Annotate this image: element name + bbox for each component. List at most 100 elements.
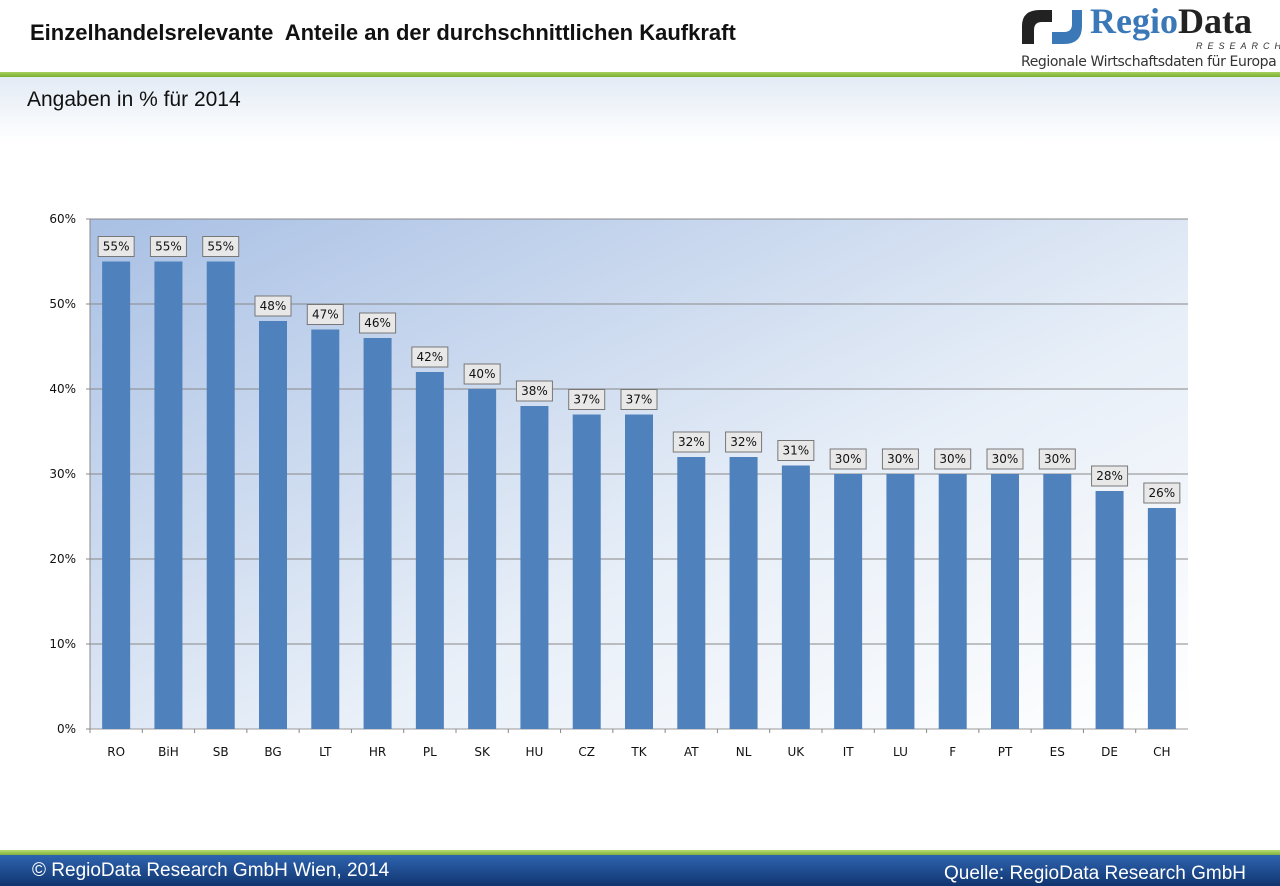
data-label-box — [515, 380, 553, 402]
bar-F — [938, 474, 967, 729]
data-label: 37% — [626, 393, 653, 407]
data-label: 30% — [939, 452, 966, 466]
bar-TK — [625, 414, 653, 729]
x-tick-label: SB — [213, 745, 229, 759]
y-tick-label: 30% — [49, 467, 76, 481]
x-tick-label: HU — [526, 745, 544, 759]
data-label: 55% — [155, 240, 182, 254]
bar-LU — [886, 474, 915, 729]
subtitle-band — [0, 77, 1280, 142]
data-label: 28% — [1096, 469, 1123, 483]
bar-IT — [834, 474, 863, 729]
logo-mark-icon — [1022, 10, 1082, 44]
data-label-box — [359, 312, 397, 334]
bar-NL — [729, 457, 758, 729]
data-label-box — [881, 448, 919, 470]
data-label: 46% — [364, 316, 391, 330]
data-label-box — [306, 304, 344, 325]
data-label-box — [672, 431, 710, 453]
header-divider — [0, 72, 1280, 77]
data-label-box — [149, 236, 187, 257]
data-label: 47% — [312, 308, 339, 322]
logo-wordmark: RegioData — [1090, 2, 1252, 40]
bar-LT — [311, 329, 340, 729]
data-label: 32% — [678, 435, 705, 449]
data-label-box — [97, 236, 135, 257]
bar-ES — [1043, 474, 1072, 729]
footer-divider — [0, 850, 1280, 855]
data-label-box — [463, 363, 501, 385]
bar-HR — [363, 338, 392, 729]
x-tick-label: AT — [684, 745, 699, 759]
y-tick-label: 60% — [49, 212, 76, 226]
data-label: 30% — [835, 452, 862, 466]
data-label: 30% — [1044, 452, 1071, 466]
bar-PL — [415, 372, 444, 729]
data-label: 42% — [417, 350, 444, 364]
bar-BG — [259, 321, 287, 729]
source: Quelle: RegioData Research GmbH — [943, 863, 1246, 884]
bar-CZ — [572, 414, 601, 729]
data-label: 31% — [783, 444, 810, 458]
data-label-box — [725, 431, 763, 453]
y-tick-label: 10% — [49, 637, 76, 651]
page-title: Einzelhandelsrelevante Anteile an der du… — [30, 20, 736, 45]
data-label-box — [777, 440, 815, 461]
x-tick-label: CH — [1153, 745, 1170, 759]
copyright: © RegioData Research GmbH Wien, 2014 — [32, 860, 390, 881]
data-label: 55% — [207, 240, 234, 254]
bar-SB — [206, 261, 235, 729]
x-tick-label: BG — [264, 745, 281, 759]
data-label-box — [1143, 482, 1181, 504]
y-tick-label: 50% — [49, 297, 76, 311]
x-tick-label: CZ — [578, 745, 595, 759]
data-label-box — [411, 346, 449, 368]
y-tick-label: 40% — [49, 382, 76, 396]
x-tick-label: PT — [998, 745, 1013, 759]
y-tick-label: 20% — [49, 552, 76, 566]
x-tick-label: DE — [1101, 745, 1118, 759]
footer: © RegioData Research GmbH Wien, 2014 Que… — [0, 855, 1280, 886]
logo-word-b: Data — [1177, 1, 1252, 41]
x-tick-label: PL — [423, 745, 437, 759]
data-label: 40% — [469, 367, 496, 381]
logo-word-a: Regio — [1090, 1, 1178, 41]
bar-RO — [102, 261, 131, 729]
x-tick-label: ES — [1050, 745, 1065, 759]
bar-HU — [520, 406, 549, 729]
x-tick-label: HR — [369, 745, 386, 759]
data-label-box — [1091, 465, 1129, 487]
x-tick-label: LT — [319, 745, 332, 759]
bar-PT — [991, 474, 1019, 729]
x-tick-label: NL — [736, 745, 752, 759]
data-label-box — [254, 295, 292, 317]
data-label-box — [202, 236, 240, 257]
logo-tagline: Regionale Wirtschaftsdaten für Europa — [1021, 54, 1277, 70]
x-tick-label: IT — [843, 745, 855, 759]
data-label: 48% — [260, 299, 287, 313]
x-tick-label: SK — [474, 745, 491, 759]
data-label-box — [620, 389, 658, 410]
data-label: 32% — [730, 435, 757, 449]
x-tick-label: UK — [788, 745, 806, 759]
data-label: 26% — [1149, 486, 1176, 500]
bar-AT — [677, 457, 706, 729]
data-label: 38% — [521, 384, 548, 398]
data-label: 30% — [887, 452, 914, 466]
data-label: 30% — [992, 452, 1019, 466]
data-label-box — [1038, 448, 1076, 470]
x-tick-label: RO — [107, 745, 125, 759]
data-label: 37% — [573, 393, 600, 407]
bar-UK — [781, 465, 810, 729]
regiodata-logo — [1020, 2, 1084, 48]
data-label-box — [829, 448, 867, 470]
x-tick-label: LU — [893, 745, 908, 759]
data-label-box — [986, 448, 1024, 470]
bar-SK — [468, 389, 497, 729]
data-label-box — [568, 389, 606, 410]
bar-BiH — [154, 261, 183, 729]
x-tick-label: BiH — [158, 745, 179, 759]
data-label: 55% — [103, 240, 130, 254]
bar-chart: 0% 10% 20% 30% 40% 50% 60% 55% RO 55% BiH 55% SB 48% B… — [49, 212, 1188, 759]
bar-CH — [1147, 508, 1176, 729]
